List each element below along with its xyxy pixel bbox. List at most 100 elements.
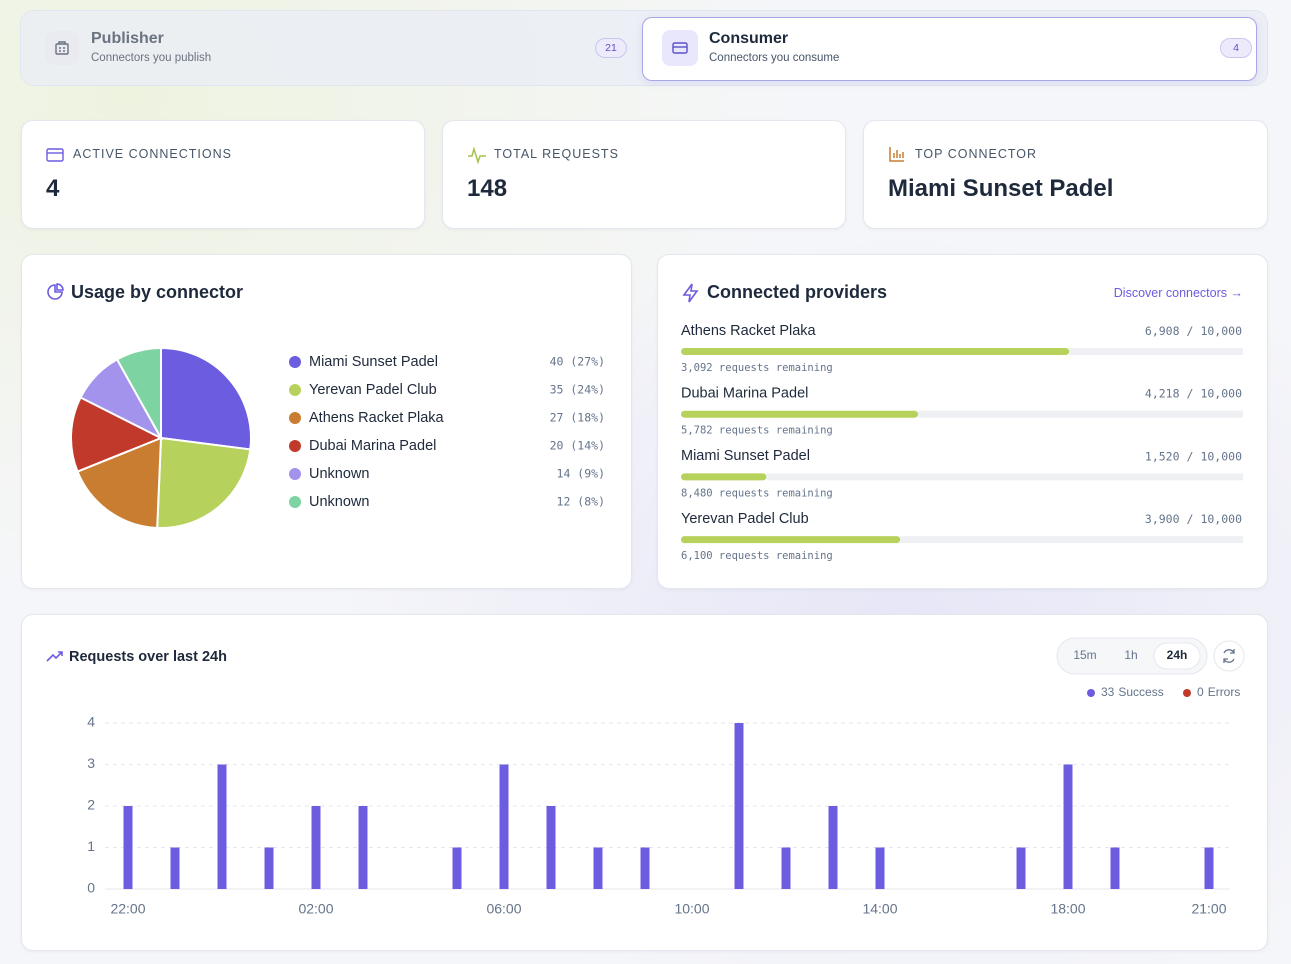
value-label: 14 (9%) [557, 467, 605, 481]
pie-slice [115, 346, 162, 442]
y-tick-label: 0 [87, 880, 95, 896]
usage-remaining [1069, 348, 1243, 355]
consumer-tab[interactable]: Consumer Connectors you consume 4 [642, 17, 1257, 81]
legend-dot [1087, 689, 1095, 697]
refresh-button[interactable] [1213, 640, 1245, 672]
provider-usage: 6,908 / 10,000 [1145, 324, 1242, 338]
stat-icon [468, 146, 486, 165]
remaining-label: 3,092 requests remaining [681, 362, 833, 374]
card-title: Requests over last 24h [69, 649, 227, 665]
remaining-label: 8,480 requests remaining [681, 487, 833, 499]
discover-link[interactable]: Discover connectors → [1113, 286, 1243, 300]
remaining-label: 6,100 requests remaining [681, 550, 833, 562]
stat-icon [46, 148, 64, 162]
usage-remaining [918, 410, 1243, 418]
provider-usage: 1,520 / 10,000 [1145, 449, 1242, 463]
x-tick-label: 18:00 [1050, 901, 1085, 917]
provider-usage: 4,218 / 10,000 [1145, 386, 1242, 400]
provider-name: Miami Sunset Padel [681, 448, 810, 464]
bar [311, 806, 321, 889]
legend-label: Dubai Marina Padel [309, 438, 436, 454]
usage-limit: 10,000 [1200, 449, 1242, 463]
requests-card: Requests over last 24h [21, 614, 1268, 951]
legend-name: Errors [1208, 685, 1241, 699]
x-tick-label: 06:00 [486, 901, 521, 917]
legend-label: Unknown [309, 494, 369, 510]
value-label: 12 (8%) [557, 495, 605, 509]
range-button[interactable]: 15m [1073, 648, 1096, 662]
legend-dot [289, 412, 301, 424]
bar [1016, 847, 1026, 889]
pie-slice [160, 346, 252, 451]
publisher-tab[interactable]: Publisher Connectors you publish 21 [22, 17, 636, 81]
x-tick-label: 14:00 [862, 901, 897, 917]
legend-count: 0 [1197, 685, 1204, 699]
stat-label: ACTIVE CONNECTIONS [73, 147, 232, 161]
bar [1110, 847, 1120, 889]
range-button[interactable]: 1h [1124, 648, 1137, 662]
usage-limit: 10,000 [1200, 324, 1242, 338]
refresh-icon [1223, 649, 1235, 663]
stat-card: TOP CONNECTOR Miami Sunset Padel [863, 120, 1268, 229]
stat-card: TOTAL REQUESTS 148 [442, 120, 846, 229]
range-button[interactable]: 24h [1167, 648, 1188, 662]
legend-entry: 33 Success [1101, 685, 1164, 699]
provider-name: Dubai Marina Padel [681, 386, 808, 402]
legend-dot [289, 496, 301, 508]
y-tick-label: 4 [87, 714, 95, 730]
tab-title: Consumer [709, 30, 789, 47]
tab-count: 21 [595, 38, 627, 58]
usage-limit: 10,000 [1200, 386, 1242, 400]
legend-label: Yerevan Padel Club [309, 382, 437, 398]
bar [358, 806, 368, 889]
value-label: 40 (27%) [550, 355, 605, 369]
pie-slice [70, 396, 164, 473]
bar [734, 723, 744, 889]
value-label: 27 (18%) [550, 411, 605, 425]
tab-icon [662, 30, 698, 66]
card-icon [682, 283, 699, 303]
value-label: 35 (24%) [550, 383, 605, 397]
tab-subtitle: Connectors you consume [709, 52, 840, 64]
usage-separator: / [1187, 386, 1194, 400]
bar [640, 847, 650, 889]
bar [452, 847, 462, 889]
stat-card: ACTIVE CONNECTIONS 4 [21, 120, 425, 229]
bar [217, 764, 227, 889]
legend-dot [289, 356, 301, 368]
range-selected [1153, 642, 1201, 670]
usage-remaining [766, 473, 1243, 481]
bar [264, 847, 274, 889]
stat-icon [889, 147, 904, 162]
stat-label: TOP CONNECTOR [915, 147, 1038, 161]
y-tick-label: 1 [87, 838, 95, 854]
card-title: Usage by connector [71, 282, 244, 302]
legend-name: Success [1118, 685, 1163, 699]
card-icon [46, 651, 63, 662]
tab-icon [45, 31, 79, 65]
bar [781, 847, 791, 889]
bar [593, 847, 603, 889]
usage-value: 1,520 [1145, 449, 1180, 463]
pie-slice [156, 436, 252, 529]
provider-usage: 3,900 / 10,000 [1145, 512, 1242, 526]
legend-entry: 0 Errors [1197, 685, 1240, 699]
legend-dot [289, 384, 301, 396]
usage-bar [681, 410, 919, 418]
usage-separator: / [1187, 324, 1194, 338]
usage-remaining [900, 536, 1243, 544]
usage-bar [681, 473, 767, 481]
stat-value: Miami Sunset Padel [888, 175, 1114, 202]
legend-label: Athens Racket Plaka [309, 410, 445, 426]
x-tick-label: 22:00 [110, 901, 145, 917]
usage-bar [681, 348, 1070, 355]
legend-label: Miami Sunset Padel [309, 354, 438, 370]
legend-dot [1183, 689, 1191, 697]
card-icon [47, 283, 64, 300]
x-tick-label: 21:00 [1191, 901, 1226, 917]
stat-value: 148 [467, 175, 508, 202]
usage-separator: / [1187, 449, 1194, 463]
card-title: Connected providers [707, 282, 888, 302]
